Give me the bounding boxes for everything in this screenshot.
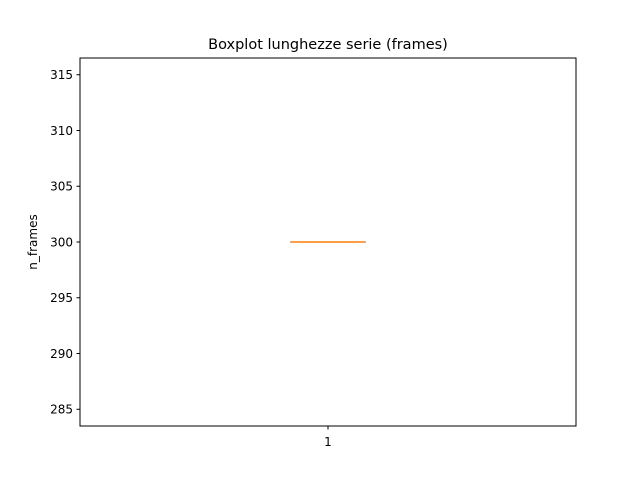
y-tick-label: 300 — [50, 235, 73, 249]
y-axis-label: n_frames — [26, 214, 40, 269]
y-tick-label: 290 — [50, 347, 73, 361]
y-tick-label: 305 — [50, 180, 73, 194]
y-tick-label: 315 — [50, 68, 73, 82]
x-tick-label: 1 — [324, 435, 332, 449]
chart-title: Boxplot lunghezze serie (frames) — [208, 37, 448, 53]
y-tick-label: 295 — [50, 291, 73, 305]
y-tick-label: 310 — [50, 124, 73, 138]
y-tick-label: 285 — [50, 403, 73, 417]
